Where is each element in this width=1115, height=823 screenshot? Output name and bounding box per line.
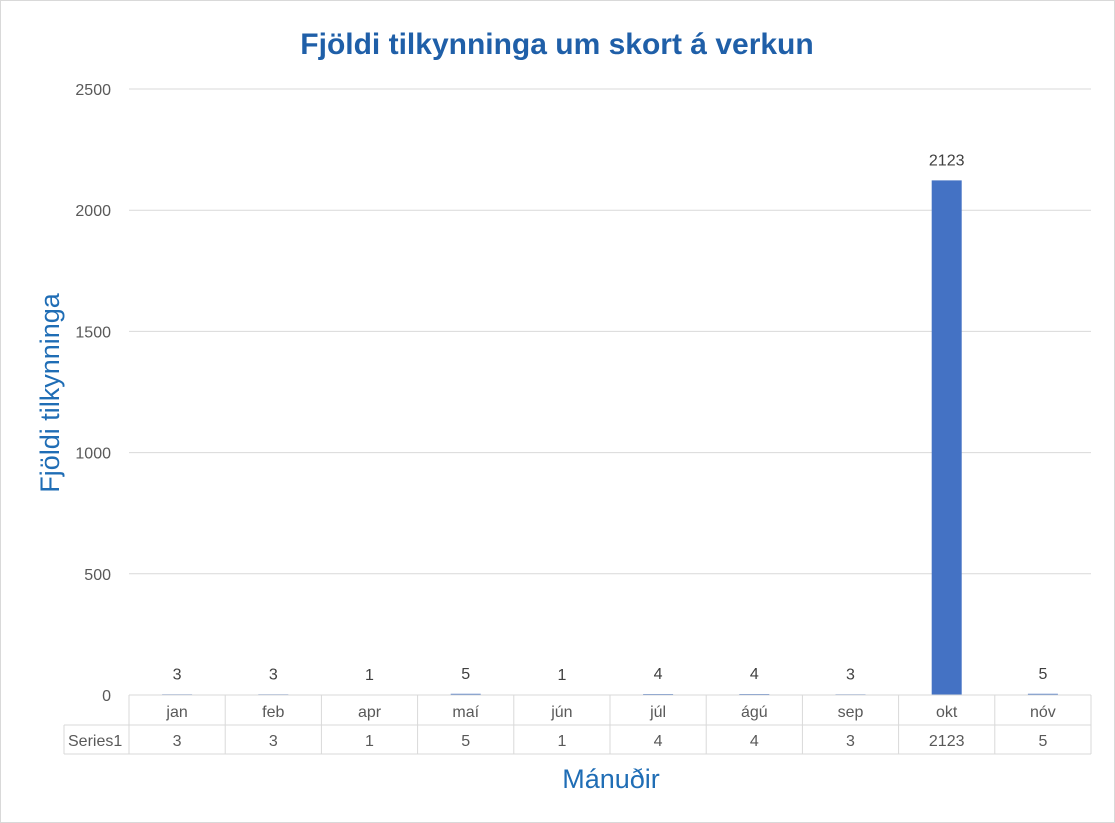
- table-cell: 3: [269, 733, 278, 750]
- data-table: jan 3 feb 3 apr 1 maí 5 jún 1 júl 4 ágú 4 sep 3 okt 2123 n…: [63, 694, 1092, 755]
- series-name: Series1: [68, 733, 122, 750]
- x-tick-label: okt: [936, 704, 958, 721]
- chart-title: Fjöldi tilkynninga um skort á verkun: [300, 28, 813, 61]
- data-label: 3: [846, 666, 855, 683]
- table-cell: 1: [557, 733, 566, 750]
- table-cell: 5: [461, 733, 470, 750]
- data-label: 1: [557, 667, 566, 684]
- table-cell: 1: [365, 733, 374, 750]
- x-axis-title: Mánuðir: [562, 764, 660, 794]
- table-cell: 5: [1038, 733, 1047, 750]
- bars: [162, 180, 1058, 696]
- y-tick-label: 2000: [75, 203, 111, 220]
- bar: [931, 180, 962, 696]
- bar: [450, 693, 481, 695]
- x-tick-label: jan: [165, 704, 187, 721]
- y-tick-label: 2500: [75, 82, 111, 99]
- data-label: 4: [654, 666, 663, 683]
- y-tick-label: 1000: [75, 446, 111, 463]
- gridlines: [129, 88, 1091, 575]
- y-axis-ticks: 0 500 1000 1500 2000 2500: [75, 82, 111, 705]
- table-cell: 3: [173, 733, 182, 750]
- y-tick-label: 0: [102, 688, 111, 705]
- x-tick-label: maí: [452, 704, 479, 721]
- data-label: 2123: [929, 152, 965, 169]
- y-tick-label: 1500: [75, 324, 111, 341]
- y-axis-title: Fjöldi tilkynninga: [35, 292, 65, 493]
- table-cell: 2123: [929, 733, 965, 750]
- x-tick-label: sep: [838, 704, 864, 721]
- data-label: 3: [269, 666, 278, 683]
- x-tick-label: ágú: [741, 704, 768, 721]
- x-tick-label: feb: [262, 704, 284, 721]
- data-label: 5: [1038, 666, 1047, 683]
- data-label: 4: [750, 666, 759, 683]
- data-label: 3: [173, 666, 182, 683]
- table-cell: 3: [846, 733, 855, 750]
- y-tick-label: 500: [84, 567, 111, 584]
- x-tick-label: júl: [649, 704, 666, 721]
- table-cell: 4: [750, 733, 759, 750]
- x-tick-label: apr: [358, 704, 382, 721]
- table-cell: 4: [654, 733, 663, 750]
- bar: [1027, 693, 1058, 695]
- x-tick-label: jún: [550, 704, 572, 721]
- data-labels: 3 3 1 5 1 4 4 3 2123 5: [173, 152, 1048, 683]
- x-tick-label: nóv: [1030, 704, 1056, 721]
- data-label: 5: [461, 666, 470, 683]
- data-label: 1: [365, 667, 374, 684]
